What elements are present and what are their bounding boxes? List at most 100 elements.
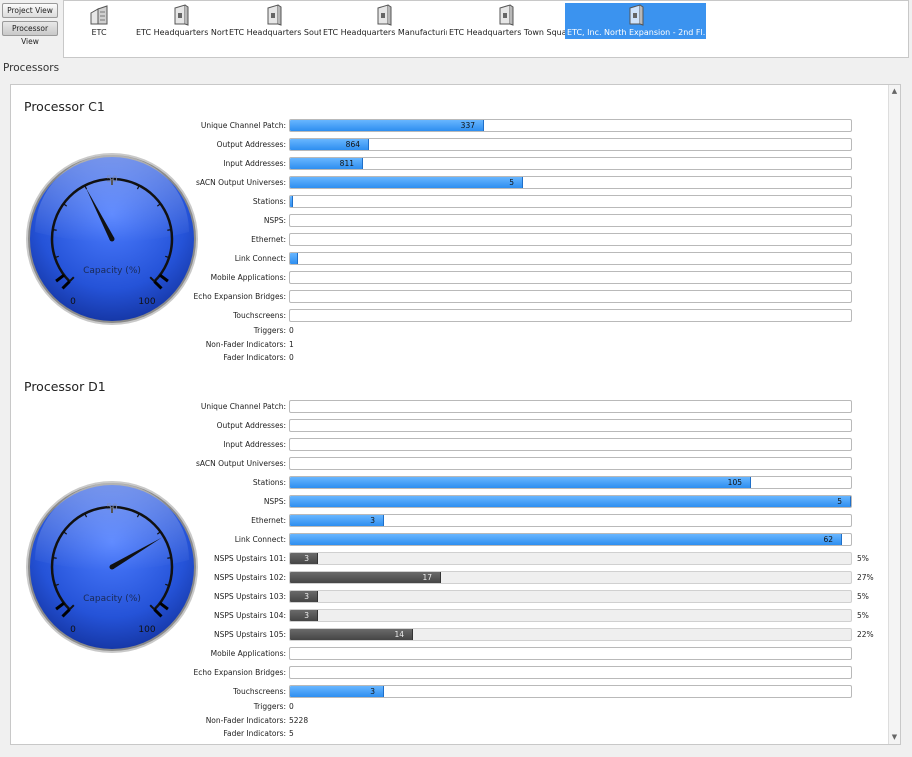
metric-label: NSPS Upstairs 101: xyxy=(213,554,286,563)
metric-percent: 27% xyxy=(857,573,874,582)
processor-title: Processor D1 xyxy=(24,379,106,394)
scroll-down-icon[interactable]: ▼ xyxy=(891,733,898,741)
metric-bar xyxy=(289,252,852,265)
location-tab-5[interactable]: ETC, Inc. North Expansion - 2nd Fl... xyxy=(565,3,706,39)
metric-bar-fill xyxy=(290,139,369,150)
metric-bar: 17 xyxy=(289,571,852,584)
count-label: Triggers: xyxy=(253,702,286,711)
count-value: 0 xyxy=(289,326,294,335)
gauge-needle xyxy=(110,537,162,570)
metric-value: 3 xyxy=(370,516,375,525)
metric-bar-fill xyxy=(290,591,318,602)
metric-bar xyxy=(289,647,852,660)
location-tab-0[interactable]: ETC xyxy=(78,3,120,39)
metric-bar-fill xyxy=(290,629,413,640)
gauge-needle xyxy=(85,187,115,241)
room-icon xyxy=(267,4,282,26)
metric-label: Touchscreens: xyxy=(233,311,286,320)
metric-value: 5 xyxy=(837,497,842,506)
location-tab-4[interactable]: ETC Headquarters Town Square xyxy=(447,3,565,39)
metric-label: NSPS Upstairs 103: xyxy=(213,592,286,601)
scroll-up-icon[interactable]: ▲ xyxy=(891,87,898,95)
gauge-mid-label: 50 xyxy=(106,175,118,185)
location-tab-1[interactable]: ETC Headquarters North xyxy=(134,3,228,39)
metric-bar xyxy=(289,666,852,679)
metric-bar-fill xyxy=(290,496,851,507)
room-icon xyxy=(377,4,392,26)
metric-label: Ethernet: xyxy=(251,235,286,244)
metric-bar-fill xyxy=(290,534,842,545)
count-label: Fader Indicators: xyxy=(223,353,286,362)
metric-label: Output Addresses: xyxy=(216,140,286,149)
count-label: Non-Fader Indicators: xyxy=(205,339,286,349)
metric-percent: 5% xyxy=(857,611,869,620)
metric-value: 62 xyxy=(823,535,833,544)
capacity-gauge: 50 0 100 Capacity (%) xyxy=(25,152,199,326)
metric-value: 864 xyxy=(345,140,360,149)
metric-value: 3 xyxy=(304,554,309,563)
metric-bar: 5 xyxy=(289,176,852,189)
metric-value: 811 xyxy=(339,159,354,168)
count-value: 5228 xyxy=(289,715,309,725)
metric-bar xyxy=(289,290,852,303)
metric-bar-fill xyxy=(290,177,523,188)
count-value: 0 xyxy=(289,353,294,362)
metric-bar: 3 xyxy=(289,552,852,565)
metric-percent: 22% xyxy=(857,630,874,639)
metric-bar xyxy=(289,214,852,227)
metric-bar xyxy=(289,400,852,413)
count-label: Triggers: xyxy=(253,326,286,335)
metric-bar-fill xyxy=(290,477,751,488)
metric-value: 105 xyxy=(727,478,742,487)
metric-label: NSPS: xyxy=(263,216,286,225)
metric-bar-fill xyxy=(290,120,484,131)
metric-label: NSPS Upstairs 104: xyxy=(213,611,286,620)
metric-label: Unique Channel Patch: xyxy=(200,402,286,411)
metric-bar xyxy=(289,271,852,284)
metric-label: Input Addresses: xyxy=(223,159,286,168)
project-view-button[interactable]: Project View xyxy=(2,3,58,18)
count-label: Non-Fader Indicators: xyxy=(205,715,286,725)
metric-label: Output Addresses: xyxy=(216,421,286,430)
gauge-min-label: 0 xyxy=(70,625,76,635)
metric-bar: 3 xyxy=(289,590,852,603)
processor-view-button[interactable]: Processor View xyxy=(2,21,58,46)
metric-bar: 14 xyxy=(289,628,852,641)
count-value: 5 xyxy=(289,729,294,738)
room-icon xyxy=(499,4,514,26)
count-label: Fader Indicators: xyxy=(223,729,286,738)
metric-bar-fill xyxy=(290,553,318,564)
processor-title: Processor C1 xyxy=(24,99,105,114)
metric-label: Echo Expansion Bridges: xyxy=(193,668,286,677)
metric-bar-fill xyxy=(290,158,363,169)
metric-bar-fill xyxy=(290,515,384,526)
metric-value: 17 xyxy=(422,573,432,582)
metric-bar xyxy=(289,419,852,432)
vertical-scrollbar[interactable]: ▲ ▼ xyxy=(888,85,900,744)
metric-label: NSPS: xyxy=(263,497,286,506)
metric-label: NSPS Upstairs 102: xyxy=(213,573,286,582)
metric-bar-fill xyxy=(290,610,318,621)
metric-bar: 5 xyxy=(289,495,852,508)
metric-percent: 5% xyxy=(857,554,869,563)
location-toolbar: ETC ETC Headquarters North ETC Headquarter… xyxy=(63,0,909,58)
location-tab-label: ETC Headquarters Manufacturing xyxy=(323,28,447,37)
gauge-max-label: 100 xyxy=(138,625,155,635)
metric-bar: 337 xyxy=(289,119,852,132)
location-tab-3[interactable]: ETC Headquarters Manufacturing xyxy=(321,3,447,39)
metric-label: Echo Expansion Bridges: xyxy=(193,292,286,301)
capacity-gauge: 50 0 100 Capacity (%) xyxy=(25,480,199,654)
processors-panel: ▲ ▼ Processor C1 50 0 100 Capacity (%) Unique… xyxy=(10,84,901,745)
room-icon xyxy=(629,4,643,26)
metric-label: Ethernet: xyxy=(251,516,286,525)
metric-bar: 105 xyxy=(289,476,852,489)
section-title: Processors xyxy=(3,62,60,74)
metric-label: Mobile Applications: xyxy=(210,649,286,658)
metric-bar-fill xyxy=(290,572,441,583)
metric-value: 3 xyxy=(370,687,375,696)
metric-label: Link Connect: xyxy=(234,535,286,544)
location-tab-2[interactable]: ETC Headquarters South xyxy=(227,3,321,39)
gauge-min-label: 0 xyxy=(70,297,76,307)
gauge-caption: Capacity (%) xyxy=(83,594,141,604)
count-value: 1 xyxy=(289,339,294,349)
